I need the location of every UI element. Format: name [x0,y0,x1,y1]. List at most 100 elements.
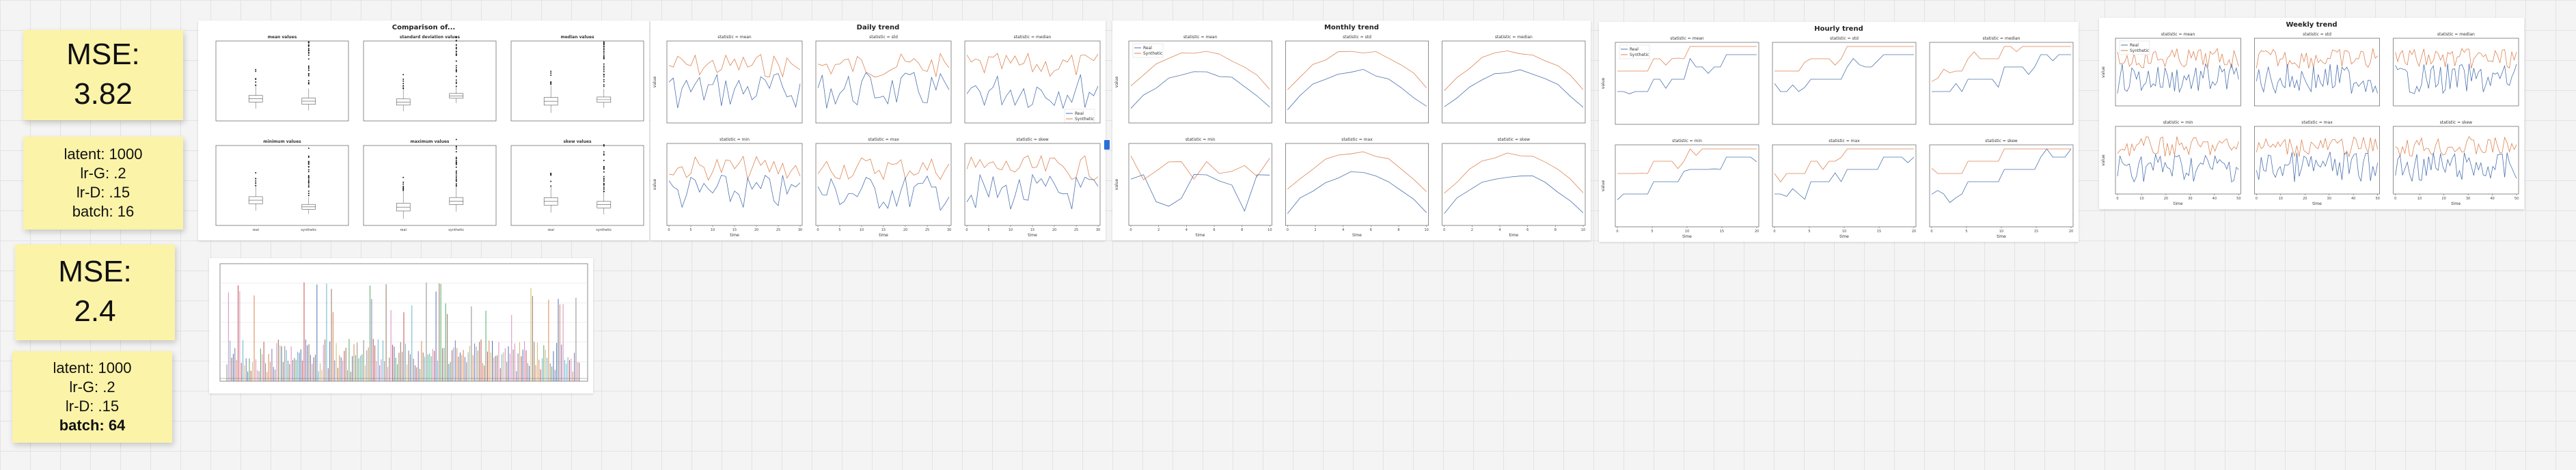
box-outlier [455,44,457,46]
real-series-line [668,73,801,109]
legend-real-label: Real [2130,43,2139,48]
box-outlier [307,48,310,50]
param-lr-g: lr-G: .2 [80,165,126,182]
synthetic-series-line [817,157,950,180]
sticky-note-mse-2[interactable]: MSE: 2.4 [15,245,175,340]
subplot-frame [2393,38,2519,107]
box-outlier [455,79,457,81]
weekly-trend-image[interactable]: Weekly trend statistic = mean value Real Sy… [2099,18,2524,209]
box-outlier [455,139,457,141]
box-outlier [307,45,310,47]
box-outlier [455,175,457,177]
daily-trend-figure: Daily trend statistic = mean value RealSyn… [653,24,1101,238]
hourly-trend-image[interactable]: Hourly trend statistic = mean value Real Sy… [1599,22,2079,242]
box-outlier [402,78,405,80]
x-tick-label: 30 [2327,197,2331,201]
synthetic-series-line [668,54,801,78]
subplot-title: statistic = median [1983,36,2020,41]
x-axis-label: time [1196,233,1205,238]
x-axis-label: time [1028,233,1037,238]
box-outlier [455,156,457,158]
subplot-title: statistic = std [2303,32,2331,37]
box-outlier [255,70,257,72]
box-outlier [455,67,457,69]
box-outlier [603,41,605,43]
box-outlier [307,156,310,158]
x-tick-label: 2 [1471,228,1473,232]
box-outlier [307,73,310,75]
boxplot-comparison-image[interactable]: Comparison of... mean values standard dev… [198,20,649,240]
synthetic-series-line [817,53,950,78]
box-outlier [307,44,310,46]
box-outlier [402,181,405,183]
box-outlier [455,183,457,185]
x-tick-label: 6 [1526,228,1529,232]
daily-trend-image[interactable]: Daily trend statistic = mean value Real Syn… [650,20,1106,240]
subplot-frame [2115,38,2241,107]
box-outlier [255,178,257,180]
box-outlier [307,184,310,186]
sticky-note-params-1[interactable]: latent: 1000 lr-G: .2 lr-D: .15 batch: 1… [23,137,183,230]
subplot-frame [363,145,497,226]
x-tick-label: 50 [2236,197,2241,201]
mse-value: 3.82 [74,77,133,111]
subplot-title: statistic = mean [1670,36,1704,41]
subplot-frame [815,143,952,226]
subplot-frame [964,40,1101,124]
subplot-frame [1772,42,1917,125]
subplot-frame [2115,126,2241,195]
subplot-frame [1285,40,1429,124]
subplot-frame [1128,143,1272,226]
x-tick-label: 30 [798,228,802,232]
selection-handle[interactable] [1104,140,1110,150]
box-outlier [455,163,457,165]
param-lr-g: lr-G: .2 [69,378,115,396]
subplot-title: statistic = min [720,137,750,142]
box-outlier [255,68,257,70]
box-outlier [550,74,552,77]
figure-title: Daily trend [857,24,900,31]
synthetic-series-line [1287,51,1427,90]
x-tick-label: 10 [711,228,715,232]
subplot-title: statistic = std [1830,36,1859,41]
box-outlier [307,179,310,181]
real-series-line [2395,64,2517,94]
synthetic-series-line [668,155,801,181]
subplot-title: statistic = skew [1498,137,1531,142]
monthly-trend-image[interactable]: Monthly trend statistic = mean value Real S… [1112,20,1591,240]
box-outlier [455,146,457,148]
subplot-frame [215,40,349,122]
x-tick-label: 0 [965,228,968,232]
box-outlier [307,74,310,77]
box-outlier [603,44,605,46]
subplot-title: statistic = min [1186,137,1216,142]
x-axis-label: time [1997,234,2006,239]
real-series-line [1287,171,1427,214]
x-tick-label: 15 [1720,230,1724,234]
subplot-frame [215,145,349,226]
sticky-note-params-2[interactable]: latent: 1000 lr-G: .2 lr-D: .15 batch: 6… [12,351,172,443]
boxplot-figure: Comparison of... mean values standard dev… [215,24,644,232]
box-outlier [550,185,552,187]
box-outlier [603,67,605,69]
subplot-title: statistic = min [1672,139,1702,143]
real-series-line [1130,71,1270,109]
box-outlier [603,184,605,186]
figure-title: Comparison of... [392,24,455,31]
x-tick-label: 5 [1808,230,1810,234]
subplot-title: statistic = median [1495,35,1533,40]
real-series-line [1617,156,1757,200]
synthetic-series-line [1774,148,1914,183]
box-outlier [402,87,405,89]
real-series-line [2117,154,2239,183]
box-outlier [402,187,405,189]
x-tick-label: 0 [1616,230,1618,234]
subplot-frame [363,40,497,122]
category-tick-label: real [547,228,553,232]
real-series-line [1617,54,1757,94]
x-tick-label: 0 [2116,197,2118,201]
subplot-title: median values [560,35,594,40]
box-outlier [455,159,457,161]
feature-bar-chart-image[interactable] [209,258,593,393]
sticky-note-mse-1[interactable]: MSE: 3.82 [23,30,183,120]
